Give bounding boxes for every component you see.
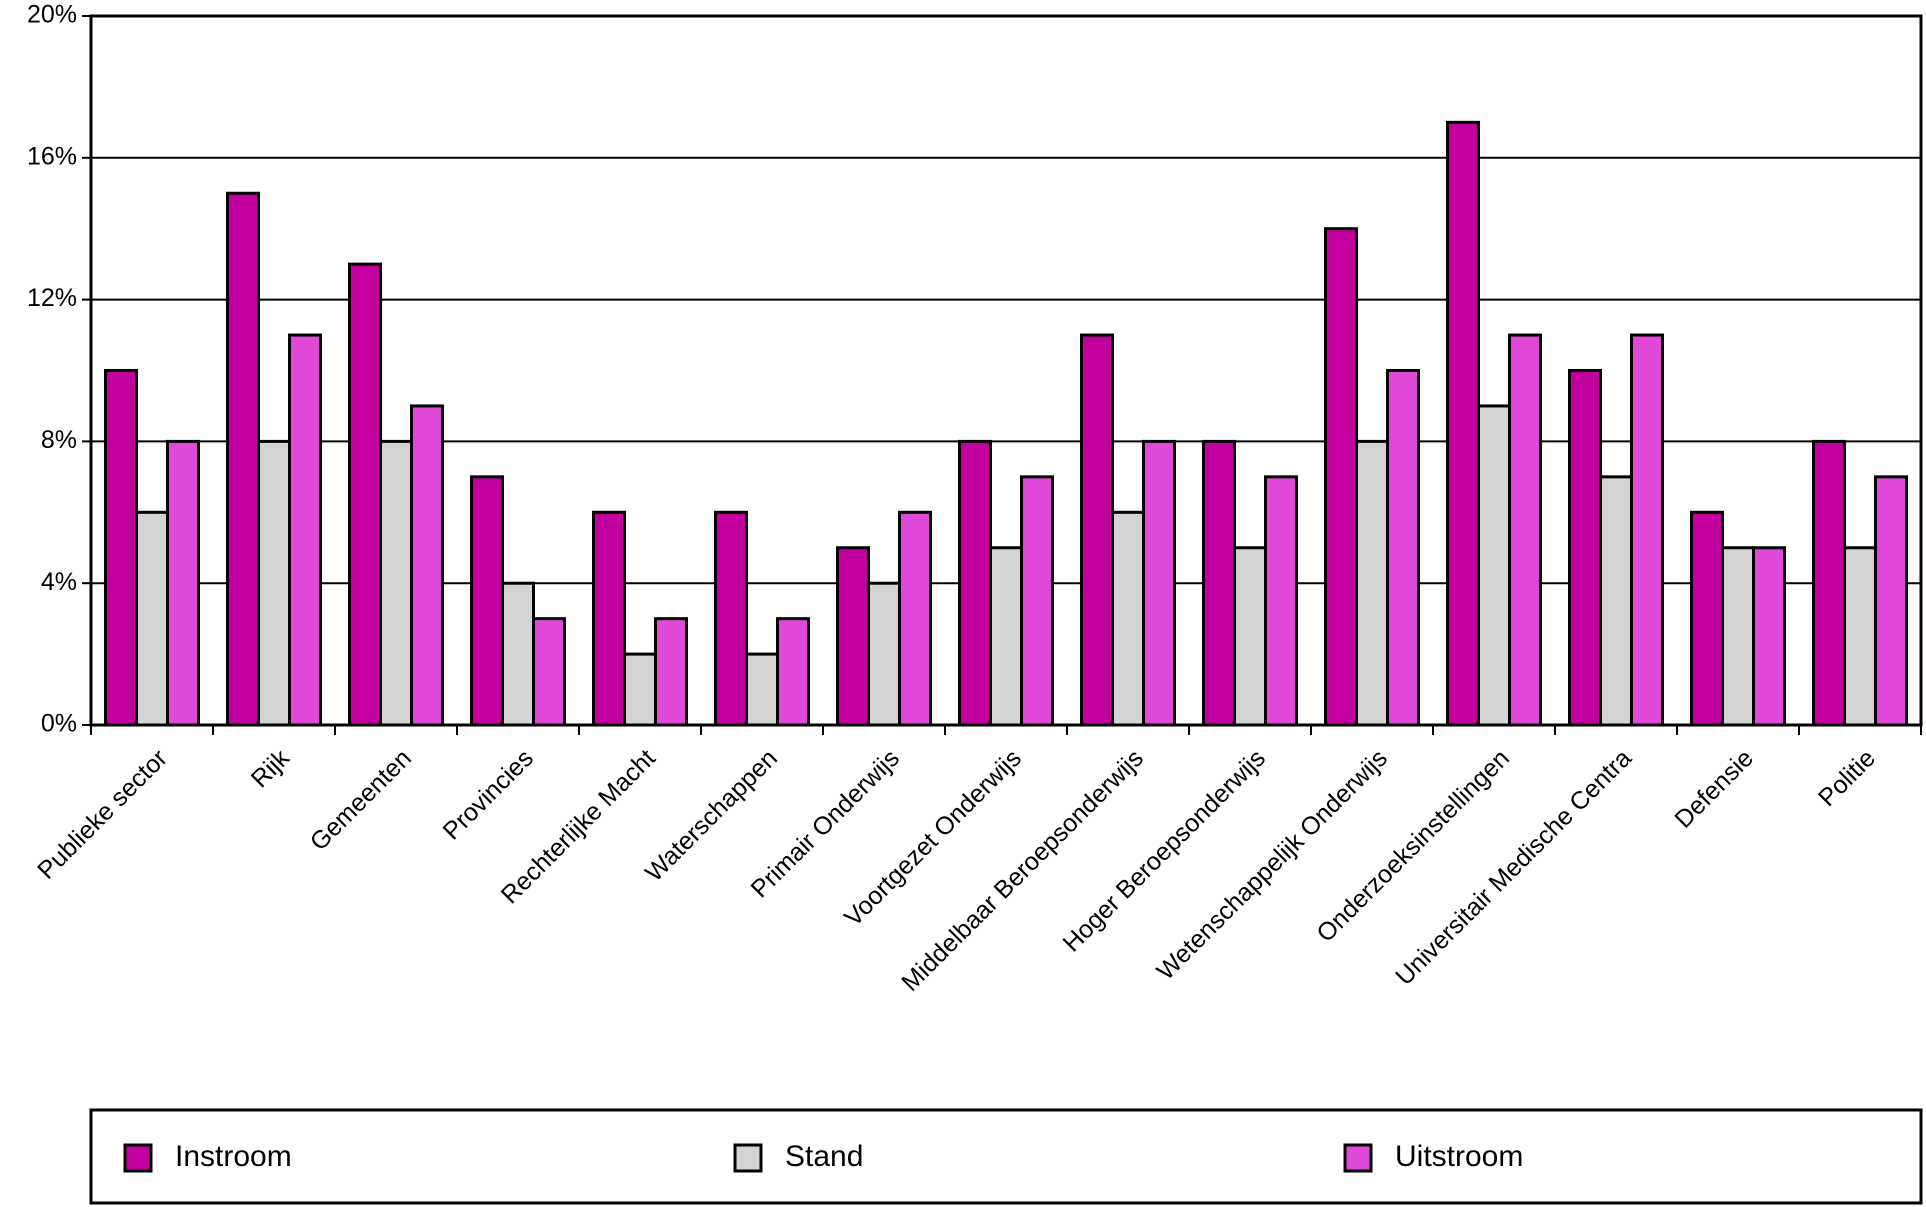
x-tick-label: Waterschappen (640, 744, 783, 887)
bar (1599, 475, 1633, 727)
bar (257, 439, 291, 727)
x-tick-label: Politie (1813, 744, 1881, 812)
bar (898, 510, 932, 727)
x-tick-label: Universitair Medische Centra (1390, 744, 1637, 991)
bar (1111, 510, 1145, 727)
bar (470, 475, 504, 727)
y-tick-label: 16% (27, 142, 77, 170)
bar (867, 581, 901, 727)
bar (1721, 546, 1755, 727)
x-tick-label: Rijk (246, 744, 296, 794)
x-tick-label: Middelbaar Beroepsonderwijs (896, 744, 1149, 997)
bar (623, 652, 657, 727)
legend-swatch (733, 1143, 763, 1173)
legend-swatch (1343, 1143, 1373, 1173)
bar (592, 510, 626, 727)
legend-box (89, 1108, 1923, 1205)
legend-label: Instroom (175, 1140, 292, 1173)
bar (166, 439, 200, 727)
bar (714, 510, 748, 727)
legend-label: Stand (785, 1140, 863, 1173)
bar (745, 652, 779, 727)
bar (501, 581, 535, 727)
x-tick-label: Gemeenten (305, 744, 417, 856)
bar (532, 617, 566, 727)
bar (1233, 546, 1267, 727)
bar (1477, 404, 1511, 727)
bar (1080, 333, 1114, 727)
bar (958, 439, 992, 727)
bar (1874, 475, 1908, 727)
y-tick-label: 12% (27, 284, 77, 312)
bar (1355, 439, 1389, 727)
legend-label: Uitstroom (1395, 1140, 1523, 1173)
y-tick-label: 20% (27, 1, 77, 29)
bar (776, 617, 810, 727)
y-tick-label: 8% (41, 426, 77, 454)
x-tick-label: Defensie (1669, 744, 1759, 834)
bar (836, 546, 870, 727)
x-tick-label: Publieke sector (32, 744, 173, 885)
bar (135, 510, 169, 727)
bar (1264, 475, 1298, 727)
bar (104, 369, 138, 727)
bar (1812, 439, 1846, 727)
legend-swatch (123, 1143, 153, 1173)
bar (654, 617, 688, 727)
bar (1843, 546, 1877, 727)
bar (1508, 333, 1542, 727)
bar (1568, 369, 1602, 727)
x-tick-label: Provincies (438, 744, 539, 845)
bar (989, 546, 1023, 727)
bar (379, 439, 413, 727)
bar (1752, 546, 1786, 727)
bar (1446, 120, 1480, 727)
x-tick-label: Wetenschappelijk Onderwijs (1151, 744, 1393, 986)
bar (226, 191, 260, 727)
x-tick-label: Hoger Beroepsonderwijs (1058, 744, 1271, 957)
bar (1142, 439, 1176, 727)
bar (410, 404, 444, 727)
bar (1386, 369, 1420, 727)
bar (1202, 439, 1236, 727)
bar (1324, 227, 1358, 727)
bar (348, 262, 382, 727)
y-tick-label: 0% (41, 710, 77, 738)
bar (1020, 475, 1054, 727)
bar (1690, 510, 1724, 727)
y-tick-label: 4% (41, 568, 77, 596)
bar (1630, 333, 1664, 727)
bar (288, 333, 322, 727)
